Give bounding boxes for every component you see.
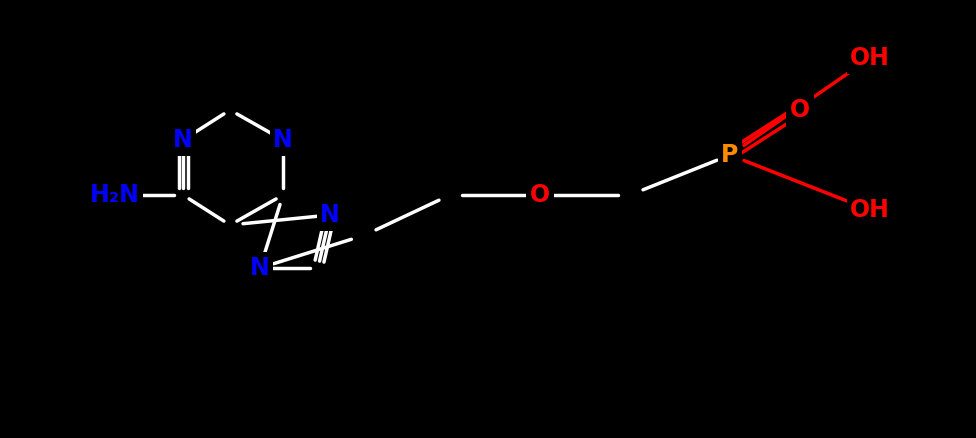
Text: OH: OH	[850, 46, 890, 70]
Text: H₂N: H₂N	[90, 183, 140, 207]
Text: O: O	[530, 183, 550, 207]
Text: P: P	[721, 143, 739, 167]
Text: N: N	[273, 128, 293, 152]
Text: OH: OH	[850, 198, 890, 222]
Text: N: N	[250, 256, 270, 280]
Text: N: N	[173, 128, 193, 152]
Text: N: N	[320, 203, 340, 227]
Text: O: O	[790, 98, 810, 122]
